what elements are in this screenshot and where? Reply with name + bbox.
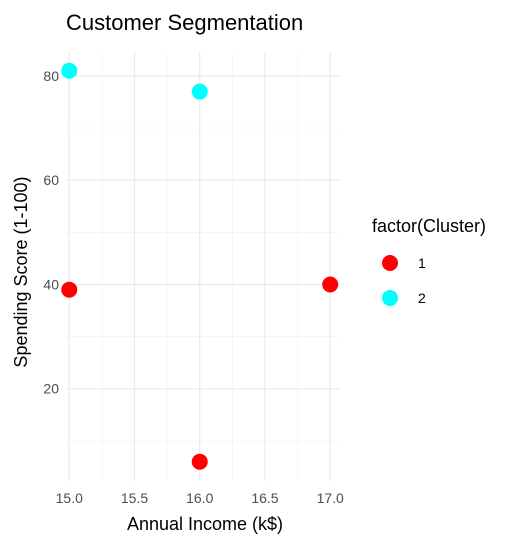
- legend-key-cluster-1: [382, 255, 398, 271]
- x-axis-title: Annual Income (k$): [127, 514, 283, 534]
- y-tick-label: 20: [43, 381, 59, 397]
- x-tick-label: 15.0: [56, 490, 83, 506]
- x-axis-ticks: 15.0 15.5 16.0 16.5 17.0: [56, 490, 344, 506]
- legend: factor(Cluster) 1 2: [372, 216, 486, 306]
- data-point-cluster-1: [61, 281, 78, 298]
- data-points: [61, 62, 339, 470]
- y-tick-label: 60: [43, 172, 59, 188]
- legend-label-cluster-1: 1: [418, 255, 426, 271]
- chart-title: Customer Segmentation: [66, 10, 303, 35]
- legend-key-cluster-2: [382, 290, 398, 306]
- x-tick-label: 16.0: [186, 490, 213, 506]
- data-point-cluster-1: [322, 276, 339, 293]
- legend-title: factor(Cluster): [372, 216, 486, 236]
- x-tick-label: 16.5: [251, 490, 278, 506]
- y-axis-title: Spending Score (1-100): [11, 176, 31, 367]
- grid: [66, 52, 340, 481]
- legend-label-cluster-2: 2: [418, 290, 426, 306]
- y-tick-label: 40: [43, 276, 59, 292]
- data-point-cluster-2: [191, 83, 208, 100]
- y-tick-label: 80: [43, 68, 59, 84]
- x-tick-label: 17.0: [317, 490, 344, 506]
- data-point-cluster-1: [191, 453, 208, 470]
- y-axis-ticks: 20 40 60 80: [43, 68, 59, 397]
- data-point-cluster-2: [61, 62, 78, 79]
- x-tick-label: 15.5: [121, 490, 148, 506]
